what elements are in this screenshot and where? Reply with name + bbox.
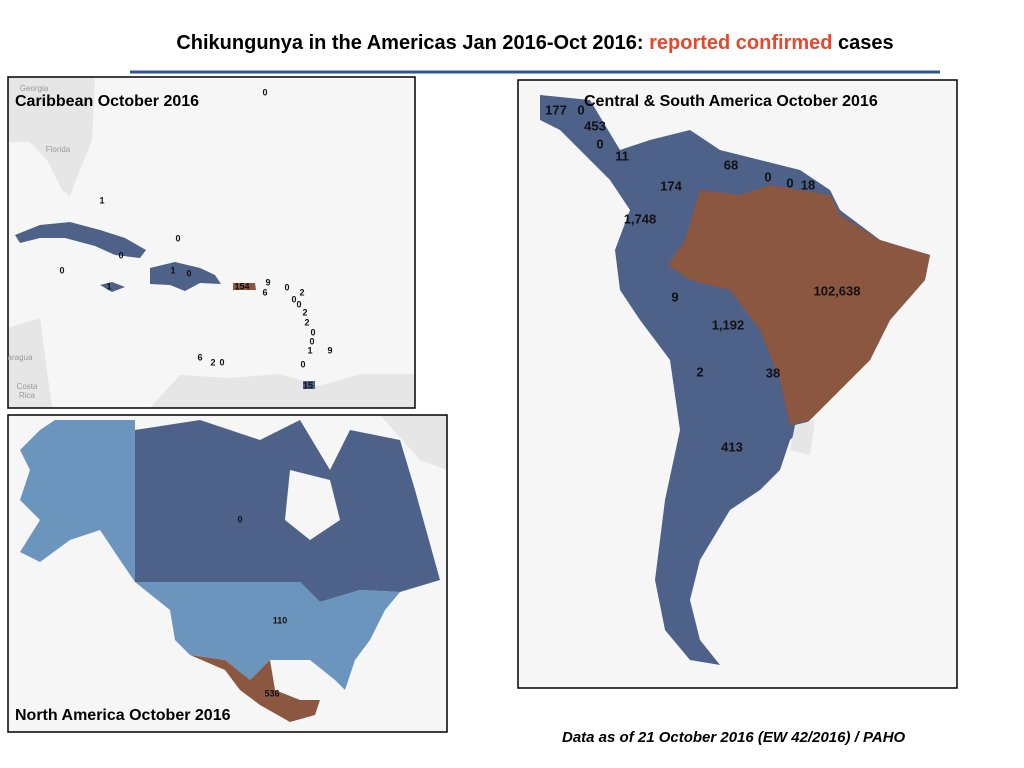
case-count: 0 <box>596 136 603 151</box>
title-suffix: cases <box>832 32 894 54</box>
south-america-labels: 177 0 453 0 11 68 0 0 18 174 1,748 102,6… <box>545 102 860 454</box>
case-count: 0 <box>291 294 296 304</box>
case-count: 154 <box>234 281 249 291</box>
case-count: 1 <box>99 195 104 205</box>
case-count: 9 <box>265 277 270 287</box>
panel-frame <box>517 79 958 689</box>
case-count: 1 <box>307 345 312 355</box>
north-america-map <box>8 415 447 732</box>
place-label: Georgia <box>20 84 49 93</box>
slide-title: Chikungunya in the Americas Jan 2016-Oct… <box>0 32 1024 55</box>
place-label: Florida <box>46 145 71 154</box>
case-count: 0 <box>300 359 305 369</box>
case-count: 174 <box>660 178 682 193</box>
panel-title: Central & South America October 2016 <box>584 93 878 110</box>
case-count: 0 <box>296 299 301 309</box>
case-count: 0 <box>786 175 793 190</box>
south-america-map <box>518 80 957 688</box>
case-count: 2 <box>302 307 307 317</box>
case-count: 1 <box>106 281 111 291</box>
case-count: 110 <box>273 615 288 625</box>
place-label: Rica <box>19 391 36 400</box>
case-count: 6 <box>262 287 267 297</box>
case-count: 0 <box>764 169 771 184</box>
case-count: 1,192 <box>712 317 745 332</box>
case-count: 0 <box>118 250 123 260</box>
panel-title: North America October 2016 <box>15 707 231 724</box>
case-count: 0 <box>186 268 191 278</box>
case-count: 9 <box>327 345 332 355</box>
panel-title: Caribbean October 2016 <box>15 93 199 110</box>
case-count: 453 <box>584 118 606 133</box>
place-label: Costa <box>17 382 38 391</box>
case-count: 0 <box>219 357 224 367</box>
case-count: 0 <box>237 514 242 524</box>
case-count: 2 <box>696 364 703 379</box>
title-highlight: reported confirmed <box>649 32 833 54</box>
case-count: 0 <box>175 233 180 243</box>
case-count: 0 <box>310 327 315 337</box>
case-count: 413 <box>721 439 743 454</box>
case-count: 0 <box>577 102 584 117</box>
caribbean-map <box>8 77 415 408</box>
case-count: 11 <box>615 148 629 163</box>
case-count: 0 <box>284 282 289 292</box>
case-count: 15 <box>303 380 313 390</box>
title-prefix: Chikungunya in the Americas Jan 2016-Oct… <box>176 32 650 54</box>
case-count: 9 <box>671 289 678 304</box>
case-count: 2 <box>210 357 215 367</box>
case-count: 536 <box>264 688 279 698</box>
panel-frame <box>7 414 448 733</box>
case-count: 6 <box>197 352 202 362</box>
case-count: 2 <box>299 287 304 297</box>
case-count: 18 <box>801 177 815 192</box>
case-count: 38 <box>766 365 780 380</box>
case-count: 0 <box>59 265 64 275</box>
case-count: 1,748 <box>624 211 657 226</box>
caribbean-labels: 0 1 0 0 0 1 0 1 154 9 6 0 2 0 0 2 2 0 0 … <box>59 87 332 390</box>
case-count: 177 <box>545 102 567 117</box>
case-count: 0 <box>262 87 267 97</box>
case-count: 1 <box>170 265 175 275</box>
case-count: 68 <box>724 157 738 172</box>
case-count: 0 <box>309 336 314 346</box>
panel-frame <box>7 76 416 409</box>
case-count: 102,638 <box>814 283 861 298</box>
case-count: 2 <box>304 317 309 327</box>
source-note: Data as of 21 October 2016 (EW 42/2016) … <box>562 729 906 746</box>
place-label: aragua <box>8 353 33 362</box>
